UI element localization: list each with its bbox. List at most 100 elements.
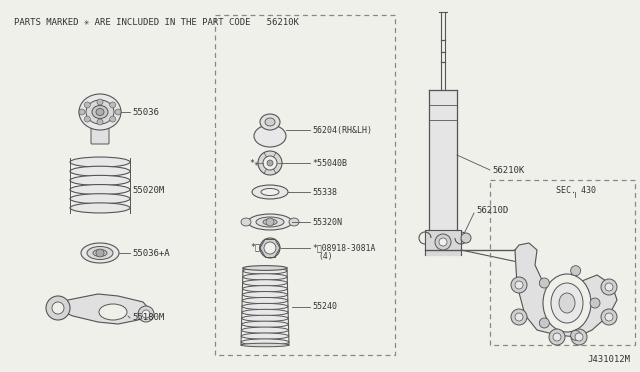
Circle shape	[571, 330, 580, 340]
Circle shape	[601, 279, 617, 295]
Ellipse shape	[96, 109, 104, 115]
Circle shape	[553, 333, 561, 341]
Circle shape	[267, 160, 273, 166]
Ellipse shape	[243, 266, 287, 270]
Ellipse shape	[241, 343, 289, 347]
Text: 55036: 55036	[132, 108, 159, 116]
Ellipse shape	[248, 214, 292, 230]
Text: 56204(RH&LH): 56204(RH&LH)	[312, 125, 372, 135]
Ellipse shape	[92, 106, 108, 119]
Text: 56210K: 56210K	[492, 166, 524, 174]
Circle shape	[97, 119, 103, 125]
FancyBboxPatch shape	[91, 128, 109, 144]
Text: 55020M: 55020M	[132, 186, 164, 195]
Ellipse shape	[256, 217, 284, 227]
Ellipse shape	[261, 189, 279, 196]
Ellipse shape	[70, 185, 130, 195]
Ellipse shape	[242, 315, 288, 321]
Circle shape	[109, 116, 116, 122]
Ellipse shape	[243, 280, 287, 286]
Polygon shape	[53, 294, 150, 324]
Circle shape	[590, 298, 600, 308]
Ellipse shape	[243, 268, 287, 274]
Bar	[215, 15, 395, 355]
Circle shape	[263, 156, 277, 170]
Ellipse shape	[260, 114, 280, 130]
Ellipse shape	[289, 218, 299, 226]
Circle shape	[142, 310, 150, 318]
Ellipse shape	[70, 157, 130, 167]
Ellipse shape	[70, 166, 130, 176]
Ellipse shape	[559, 293, 575, 313]
Text: 55180M: 55180M	[132, 314, 164, 323]
Ellipse shape	[243, 274, 287, 280]
Ellipse shape	[241, 218, 251, 226]
Circle shape	[605, 313, 613, 321]
Circle shape	[52, 302, 64, 314]
Circle shape	[138, 306, 154, 322]
Circle shape	[260, 238, 280, 258]
Circle shape	[96, 249, 104, 257]
Polygon shape	[429, 90, 457, 230]
Circle shape	[46, 296, 70, 320]
Ellipse shape	[243, 292, 287, 298]
Circle shape	[540, 278, 549, 288]
Circle shape	[439, 238, 447, 246]
Circle shape	[461, 233, 471, 243]
Ellipse shape	[242, 304, 288, 310]
Text: *55040B: *55040B	[312, 158, 347, 167]
Ellipse shape	[70, 203, 130, 213]
Circle shape	[540, 318, 549, 328]
Circle shape	[258, 151, 282, 175]
Circle shape	[84, 102, 90, 108]
Circle shape	[515, 313, 523, 321]
Text: PARTS MARKED ✳ ARE INCLUDED IN THE PART CODE   56210K: PARTS MARKED ✳ ARE INCLUDED IN THE PART …	[14, 17, 299, 26]
Ellipse shape	[265, 118, 275, 126]
Text: 55338: 55338	[312, 187, 337, 196]
Text: *Ⓝ: *Ⓝ	[250, 243, 260, 251]
Circle shape	[97, 99, 103, 105]
Ellipse shape	[99, 304, 127, 320]
Circle shape	[515, 281, 523, 289]
Text: *Ⓝ08918-3081A: *Ⓝ08918-3081A	[312, 244, 376, 253]
Circle shape	[264, 242, 276, 254]
Circle shape	[109, 102, 116, 108]
Text: (4): (4)	[318, 253, 333, 262]
Polygon shape	[425, 230, 461, 255]
Circle shape	[435, 234, 451, 250]
Ellipse shape	[254, 125, 286, 147]
Ellipse shape	[241, 339, 289, 345]
Circle shape	[266, 218, 274, 226]
Text: J431012M: J431012M	[587, 356, 630, 365]
Ellipse shape	[543, 274, 591, 332]
Ellipse shape	[241, 333, 289, 339]
Circle shape	[511, 309, 527, 325]
Ellipse shape	[93, 250, 107, 257]
Ellipse shape	[242, 298, 288, 304]
Circle shape	[605, 283, 613, 291]
Ellipse shape	[241, 327, 289, 333]
Ellipse shape	[242, 309, 288, 315]
Ellipse shape	[242, 321, 289, 327]
Circle shape	[601, 309, 617, 325]
Ellipse shape	[70, 175, 130, 186]
Circle shape	[571, 329, 587, 345]
Text: 56210D: 56210D	[476, 205, 508, 215]
Text: 55320N: 55320N	[312, 218, 342, 227]
Circle shape	[79, 109, 85, 115]
Ellipse shape	[70, 194, 130, 204]
Text: *✳: *✳	[249, 158, 259, 167]
Bar	[490, 180, 635, 345]
Polygon shape	[515, 243, 617, 337]
Ellipse shape	[252, 185, 288, 199]
Ellipse shape	[81, 243, 119, 263]
Circle shape	[511, 277, 527, 293]
Ellipse shape	[87, 247, 113, 260]
Circle shape	[115, 109, 121, 115]
Ellipse shape	[263, 219, 277, 225]
Ellipse shape	[551, 283, 583, 323]
Circle shape	[575, 333, 583, 341]
Ellipse shape	[79, 94, 121, 130]
Circle shape	[84, 116, 90, 122]
Ellipse shape	[86, 100, 114, 124]
